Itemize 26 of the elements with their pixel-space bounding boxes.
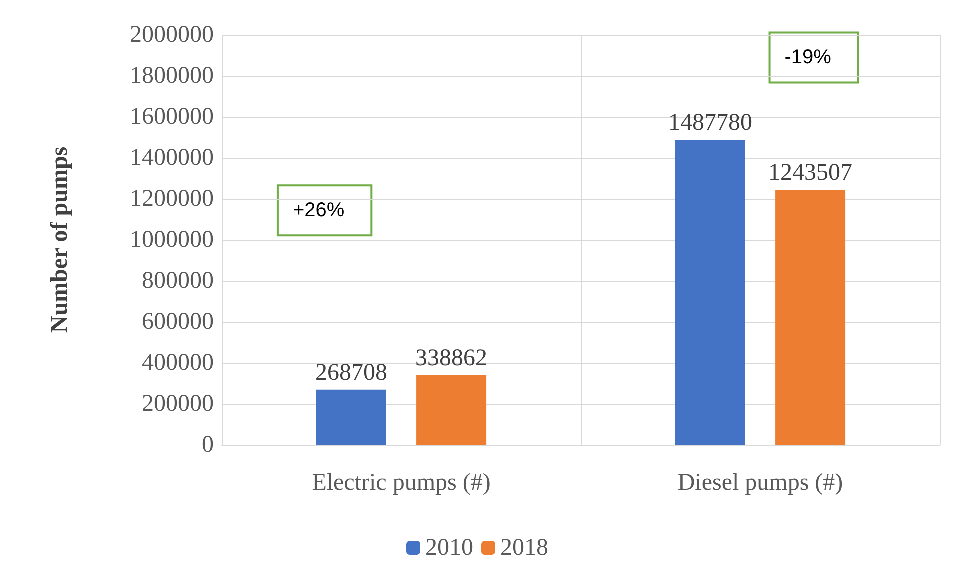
data-label: 268708 [315, 360, 388, 386]
bar [316, 390, 386, 445]
y-tick-label: 1800000 [130, 63, 214, 89]
y-tick-label: 1000000 [130, 227, 214, 253]
legend-label: 2018 [500, 535, 548, 561]
x-tick-label: Diesel pumps (#) [678, 470, 844, 496]
y-axis-title: Number of pumps [47, 146, 73, 334]
y-tick-label: 600000 [142, 309, 214, 335]
data-label: 1243507 [768, 160, 853, 186]
bar [416, 376, 487, 445]
annotation: +26% [292, 200, 345, 222]
annotation: -19% [784, 46, 832, 69]
legend-label: 2010 [426, 535, 474, 561]
y-tick-label: 1200000 [130, 186, 214, 212]
y-tick-label: 200000 [142, 391, 214, 417]
bar [776, 190, 846, 445]
y-tick-label: 1600000 [130, 104, 214, 130]
y-tick-label: 800000 [142, 268, 214, 294]
bar [675, 140, 746, 445]
y-tick-label: 400000 [142, 350, 214, 376]
x-tick-label: Electric pumps (#) [312, 470, 491, 496]
y-tick-label: 2000000 [130, 22, 214, 48]
data-label: 338862 [416, 346, 488, 372]
y-tick-label: 0 [202, 432, 214, 458]
y-tick-label: 1400000 [130, 145, 214, 171]
data-label: 1487780 [668, 110, 752, 136]
